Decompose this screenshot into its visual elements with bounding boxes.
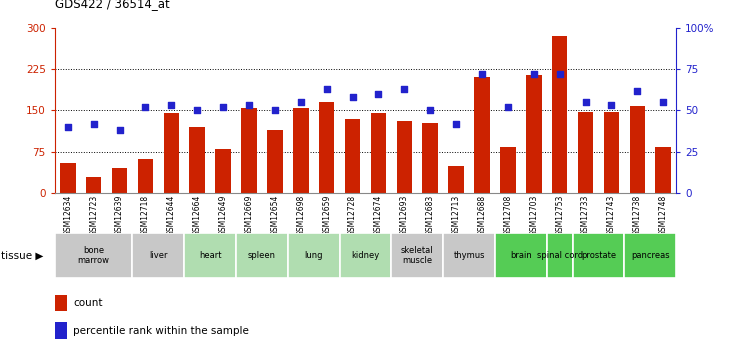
Bar [55,295,67,311]
Bar [340,233,391,278]
Bar [86,177,102,193]
Bar [319,102,334,193]
Bar [345,119,360,193]
Bar [216,149,231,193]
Point [62,124,74,130]
Point [373,91,385,97]
Point [605,103,617,108]
Bar [241,108,257,193]
Point [88,121,99,126]
Text: lung: lung [305,251,323,260]
Text: count: count [73,298,103,308]
Point [476,71,488,77]
Text: spleen: spleen [248,251,276,260]
Bar [293,108,308,193]
Bar [604,111,619,193]
Point [425,108,436,113]
Point [114,128,126,133]
Bar [184,233,236,278]
Point [657,99,669,105]
Bar [137,159,154,193]
Bar [391,233,443,278]
Bar [112,168,127,193]
Text: brain: brain [510,251,531,260]
Point [269,108,281,113]
Point [243,103,255,108]
Bar [189,127,205,193]
Text: heart: heart [199,251,221,260]
Point [580,99,591,105]
Bar [629,106,645,193]
Bar [448,166,464,193]
Point [217,104,229,110]
Text: tissue ▶: tissue ▶ [1,250,44,260]
Bar [526,75,542,193]
Bar [60,163,75,193]
Text: liver: liver [149,251,167,260]
Bar [547,233,572,278]
Text: pancreas: pancreas [631,251,670,260]
Bar [474,77,490,193]
Bar [572,233,624,278]
Bar [288,233,340,278]
Bar [371,113,386,193]
Point [165,103,177,108]
Bar [267,130,283,193]
Text: prostate: prostate [581,251,616,260]
Bar [55,322,67,339]
Bar [443,233,495,278]
Text: spinal cord: spinal cord [537,251,583,260]
Point [502,104,514,110]
Bar [500,147,515,193]
Bar [577,111,594,193]
Text: skeletal
muscle: skeletal muscle [401,246,433,265]
Point [346,95,358,100]
Point [398,86,410,92]
Text: percentile rank within the sample: percentile rank within the sample [73,326,249,335]
Point [140,104,151,110]
Point [450,121,462,126]
Point [192,108,203,113]
Text: bone
marrow: bone marrow [77,246,110,265]
Text: GDS422 / 36514_at: GDS422 / 36514_at [55,0,170,10]
Bar [236,233,288,278]
Point [632,88,643,93]
Bar [423,122,438,193]
Bar [164,113,179,193]
Point [295,99,306,105]
Bar [656,147,671,193]
Bar [495,233,547,278]
Text: thymus: thymus [453,251,485,260]
Bar [624,233,676,278]
Bar [55,233,132,278]
Point [528,71,539,77]
Point [554,71,566,77]
Bar [396,121,412,193]
Bar [132,233,184,278]
Point [321,86,333,92]
Bar [552,36,567,193]
Text: kidney: kidney [352,251,379,260]
